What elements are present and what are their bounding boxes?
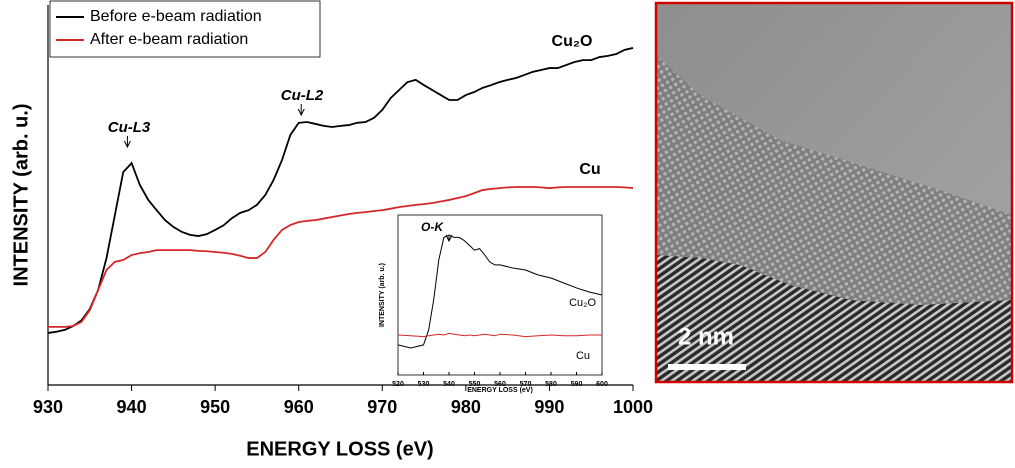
x-tick-label: 950 — [200, 397, 230, 417]
series-line — [48, 186, 634, 328]
x-axis-label: ENERGY LOSS (eV) — [246, 438, 433, 460]
annotation: Cu — [579, 161, 600, 178]
x-tick-label: 520 — [392, 381, 404, 388]
scale-label: 2 nm — [678, 323, 734, 350]
series-line — [47, 47, 634, 334]
x-tick-label: 570 — [520, 381, 532, 388]
image-border — [654, 1, 1014, 384]
x-tick-label: 590 — [571, 381, 583, 388]
annotation: O-K — [421, 220, 444, 234]
x-tick-label: 930 — [33, 397, 63, 417]
x-tick-label: 530 — [418, 381, 430, 388]
annotation: Cu-L2 — [281, 87, 324, 104]
scale-bar — [668, 364, 746, 370]
series-line — [397, 332, 602, 338]
x-tick-label: 580 — [545, 381, 557, 388]
x-tick-label: 980 — [451, 397, 481, 417]
annotation: Cu₂O — [552, 33, 593, 50]
legend-label: After e-beam radiation — [90, 31, 248, 48]
annotation-arrow — [445, 234, 453, 243]
legend-label: Before e-beam radiation — [90, 8, 262, 25]
x-tick-label: 600 — [596, 381, 608, 388]
tem-image — [656, 3, 1012, 382]
legend-box — [49, 0, 321, 58]
x-tick-label: 1000 — [613, 397, 653, 417]
x-tick-label: 970 — [367, 397, 397, 417]
y-axis-label: INTENSITY (arb. u.) — [10, 104, 32, 287]
x-tick-label: 960 — [284, 397, 314, 417]
y-axis-label: INTENSITY (arb. u.) — [379, 263, 386, 327]
x-tick-label: 540 — [443, 381, 455, 388]
x-tick-label: 550 — [469, 381, 481, 388]
inset-frame — [397, 214, 603, 376]
annotation-arrow — [123, 136, 131, 149]
x-tick-label: 560 — [494, 381, 506, 388]
x-tick-label: 990 — [534, 397, 564, 417]
annotation: Cu-L3 — [108, 119, 151, 136]
x-axis-label: ENERGY LOSS (eV) — [467, 387, 533, 394]
x-tick-label: 940 — [117, 397, 147, 417]
series-label: Cu₂O — [569, 297, 596, 309]
series-line — [397, 234, 603, 349]
series-label: Cu — [576, 350, 590, 362]
annotation-arrow — [297, 104, 305, 117]
